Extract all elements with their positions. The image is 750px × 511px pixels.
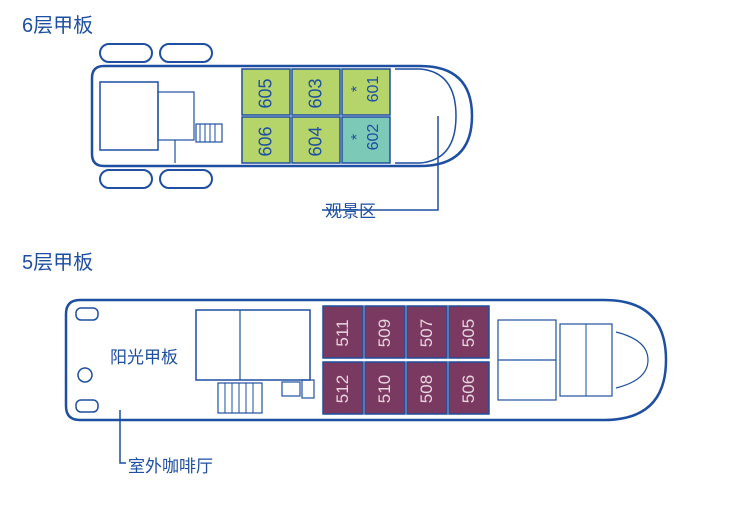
deck5-interior [616,332,648,388]
deck5-interior [196,310,310,380]
room-509-label: 509 [375,317,395,349]
room-511-label: 511 [333,317,353,349]
room-508-label: 508 [417,373,437,405]
deck5-svg [0,0,750,511]
deck5-annotation-line [120,410,126,463]
deck5-sun-deck-label: 阳光甲板 [110,343,178,368]
deck5-annotation: 室外咖啡厅 [128,452,213,477]
deck5-interior [78,368,92,382]
room-506-label: 506 [459,373,479,405]
room-507-label: 507 [417,317,437,349]
deck5-interior [282,382,300,396]
deck5-interior [76,308,98,320]
room-512-label: 512 [333,373,353,405]
room-505-label: 505 [459,317,479,349]
deck5-interior [302,380,314,398]
deck5-interior [76,400,98,412]
room-510-label: 510 [375,373,395,405]
